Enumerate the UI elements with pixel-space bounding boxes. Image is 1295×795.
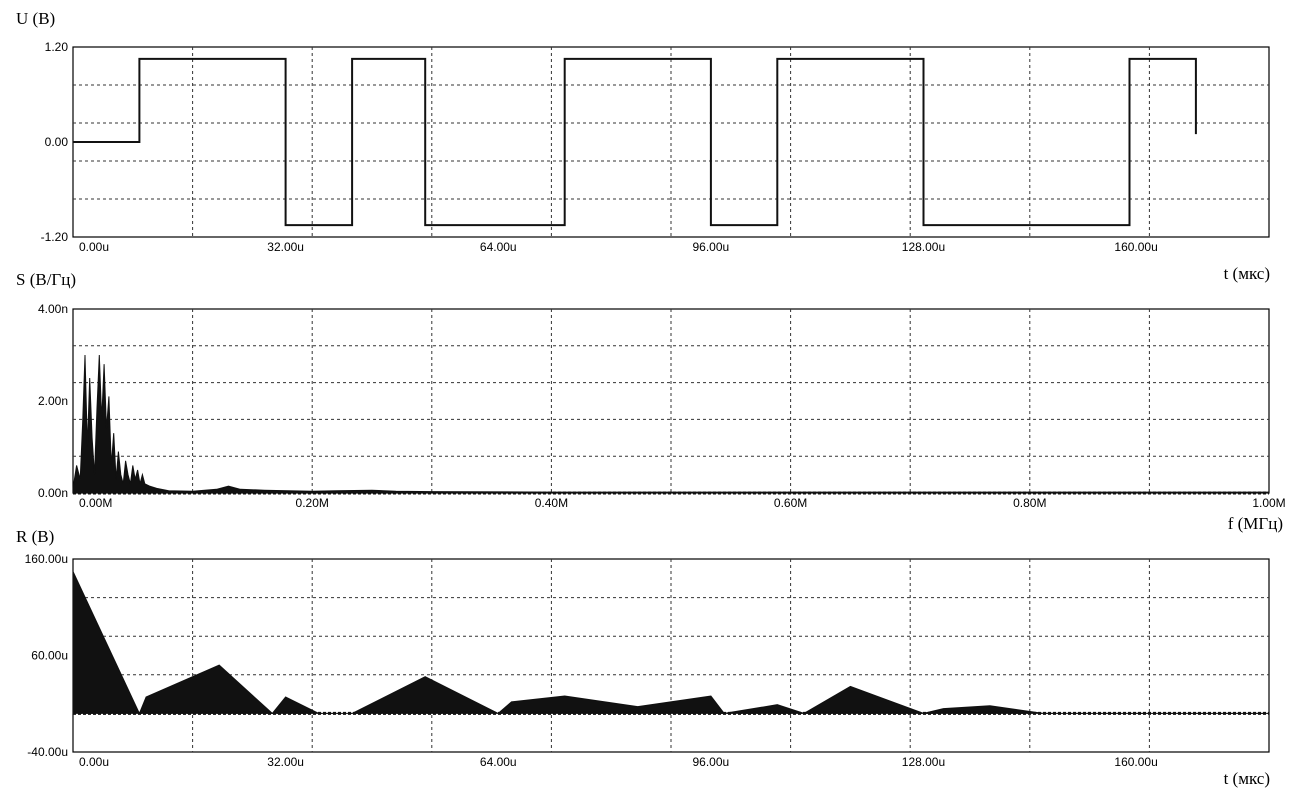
x-tick-label: 32.00u <box>267 240 304 254</box>
x-tick-label: 1.00M <box>1252 496 1285 510</box>
x-tick-label: 64.00u <box>480 240 517 254</box>
x-tick-label: 64.00u <box>480 755 517 769</box>
x-tick-label: 0.00u <box>79 240 109 254</box>
spectrum-area <box>72 354 1270 494</box>
y-axis-title: U (B) <box>16 9 55 28</box>
x-tick-label: 128.00u <box>902 240 945 254</box>
x-axis-title: t (мкс) <box>1224 264 1270 283</box>
x-tick-label: 96.00u <box>693 755 730 769</box>
x-tick-label: 0.80M <box>1013 496 1046 510</box>
correlation-area <box>72 571 1269 715</box>
y-tick-label: -1.20 <box>41 230 69 244</box>
x-axis-title: f (МГц) <box>1228 514 1283 533</box>
y-tick-label: 0.00 <box>45 135 69 149</box>
x-axis-title: t (мкс) <box>1224 769 1270 788</box>
y-axis-title: S (В/Гц) <box>16 270 76 289</box>
spectrum-chart: 4.00n 2.00n 0.00n 0.00M 0.20M 0.40M 0.60M 0.80M… <box>16 270 1286 533</box>
y-tick-label: 4.00n <box>38 302 68 316</box>
plot-frame <box>72 46 1270 238</box>
y-axis-title: R (B) <box>16 527 54 546</box>
y-tick-label: 1.20 <box>45 40 69 54</box>
x-tick-label: 160.00u <box>1114 240 1157 254</box>
x-tick-label: 160.00u <box>1114 755 1157 769</box>
x-tick-label: 96.00u <box>693 240 730 254</box>
y-tick-label: 160.00u <box>25 552 68 566</box>
y-tick-label: 60.00u <box>31 649 68 663</box>
x-tick-label: 0.00M <box>79 496 112 510</box>
x-tick-label: 128.00u <box>902 755 945 769</box>
y-tick-label: 2.00n <box>38 394 68 408</box>
x-tick-label: 0.40M <box>535 496 568 510</box>
y-tick-label: -40.00u <box>27 745 68 759</box>
x-tick-label: 0.60M <box>774 496 807 510</box>
x-tick-label: 0.20M <box>296 496 329 510</box>
voltage-time-chart: 1.20 0.00 -1.20 0.00u 32.00u 64.00u 96.00u 128.… <box>16 9 1270 283</box>
signal-trace <box>73 57 1197 227</box>
correlation-chart: 160.00u 60.00u -40.00u 0.00u 32.00u 64.00u 96.… <box>16 527 1270 788</box>
y-tick-label: 0.00n <box>38 486 68 500</box>
x-tick-label: 0.00u <box>79 755 109 769</box>
x-tick-label: 32.00u <box>267 755 304 769</box>
